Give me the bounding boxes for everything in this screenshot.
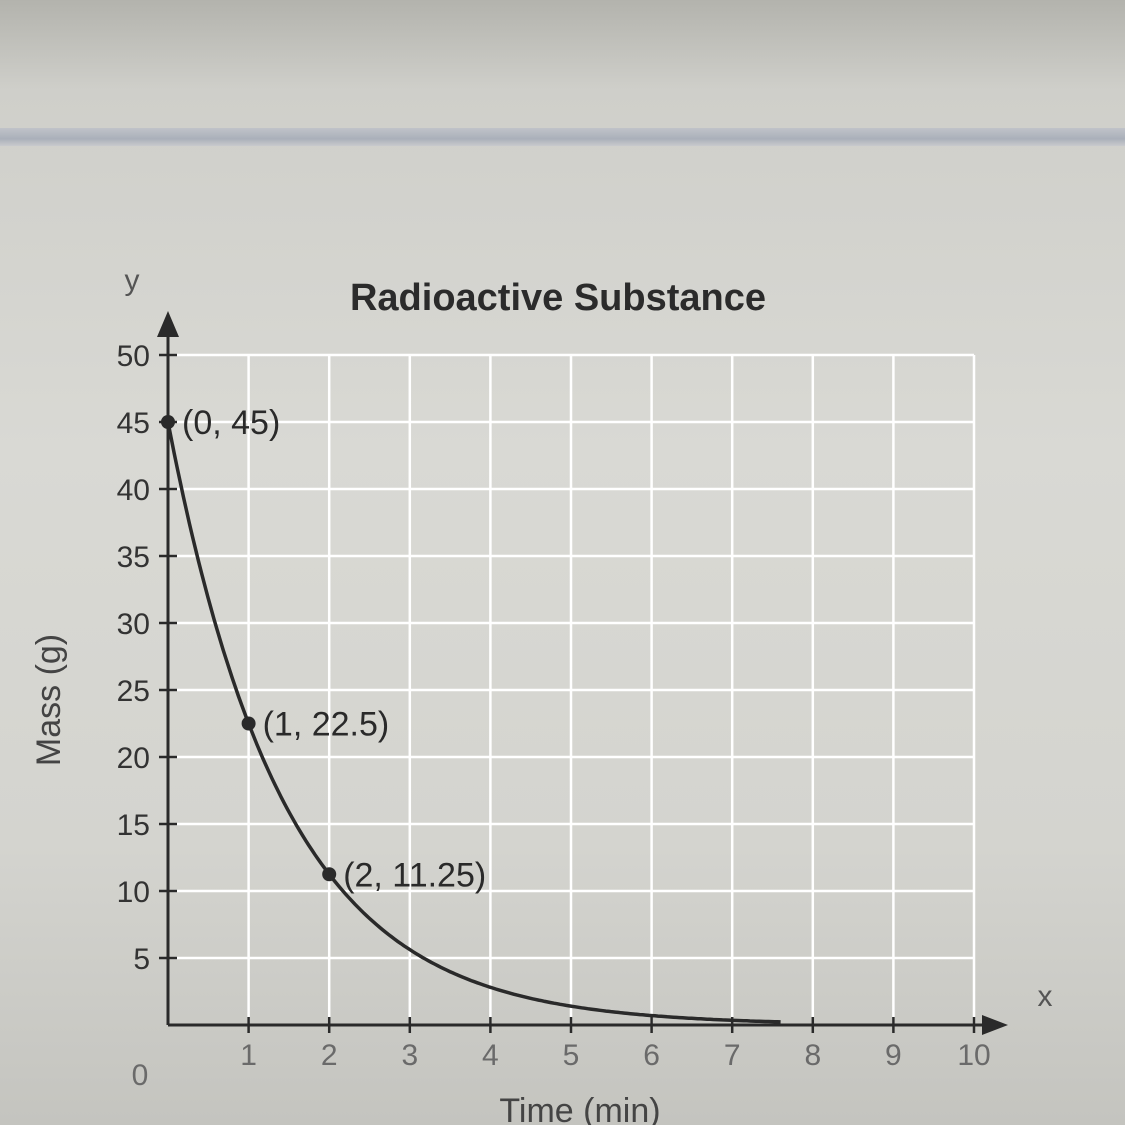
x-tick-label-9: 9: [885, 1039, 902, 1072]
y-tick-label-45: 45: [117, 407, 150, 440]
data-point-label-1: (1, 22.5): [263, 706, 390, 744]
x-tick-label-2: 2: [321, 1039, 338, 1072]
x-tick-label-1: 1: [240, 1039, 257, 1072]
x-tick-label-3: 3: [401, 1039, 418, 1072]
y-axis-letter: y: [125, 264, 140, 297]
x-axis-label: Time (min): [499, 1092, 660, 1125]
data-point-2: [322, 867, 337, 882]
data-point-label-0: (0, 45): [182, 404, 280, 442]
grid: [168, 353, 976, 1025]
y-tick-label-50: 50: [117, 340, 150, 373]
y-tick-label-30: 30: [117, 608, 150, 641]
axes: [157, 311, 1008, 1035]
y-tick-label-5: 5: [133, 943, 150, 976]
decay-curve: [166, 421, 781, 1024]
x-tick-label-10: 10: [957, 1039, 990, 1072]
y-tick-label-15: 15: [117, 809, 150, 842]
y-axis-arrow: [157, 311, 179, 337]
data-point-0: [161, 415, 175, 429]
x-tick-label-5: 5: [563, 1039, 580, 1072]
x-tick-label-7: 7: [724, 1039, 741, 1072]
data-point-label-2: (2, 11.25): [343, 856, 486, 894]
x-axis-letter: x: [1038, 980, 1053, 1013]
x-tick-label-6: 6: [643, 1039, 660, 1072]
x-tick-label-4: 4: [482, 1039, 499, 1072]
data-point-1: [241, 716, 256, 731]
y-axis-label: Mass (g): [30, 634, 68, 766]
chart-title: Radioactive Substance: [350, 277, 766, 319]
y-tick-label-10: 10: [117, 876, 150, 909]
x-tick-label-0: 0: [132, 1059, 149, 1092]
x-axis-arrow: [982, 1015, 1008, 1035]
data-points: (0, 45) (1, 22.5) (2, 11.25): [161, 404, 486, 894]
y-tick-label-40: 40: [117, 474, 150, 507]
y-tick-label-20: 20: [117, 742, 150, 775]
window-divider: [0, 128, 1125, 146]
y-tick-label-35: 35: [117, 541, 150, 574]
y-tick-label-25: 25: [117, 675, 150, 708]
x-tick-label-8: 8: [804, 1039, 821, 1072]
